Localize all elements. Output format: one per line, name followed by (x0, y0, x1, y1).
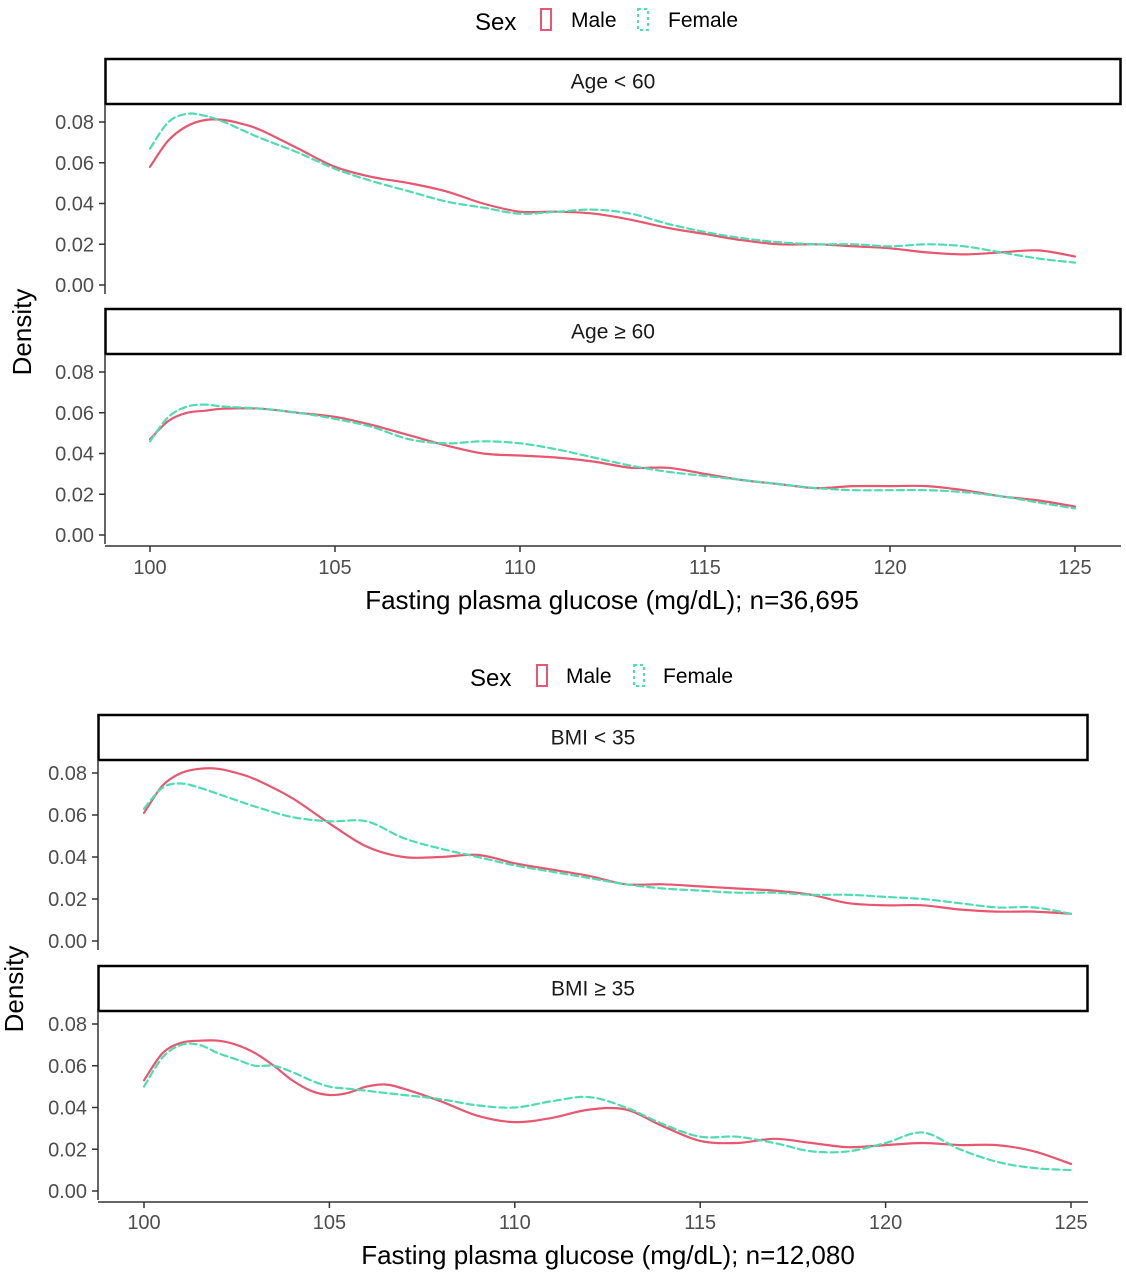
x-axis-title: Fasting plasma glucose (mg/dL); n=12,080 (361, 1240, 855, 1270)
legend-label-female: Female (668, 9, 738, 32)
strip-label: BMI ≥ 35 (551, 978, 635, 1001)
panel-2: BMI ≥ 35 0.00 0.02 0.04 0.06 0.08 (48, 964, 1089, 1203)
y-tick-label: 0.08 (48, 1014, 87, 1036)
strip-label: BMI < 35 (551, 727, 636, 750)
x-tick-label: 115 (689, 557, 721, 579)
strip-label: Age ≥ 60 (571, 321, 655, 344)
series-line-female (142, 1042, 1073, 1172)
x-axis-title: Fasting plasma glucose (mg/dL); n=36,695 (365, 585, 859, 615)
x-axis: 100 105 110 115 120 125 (105, 545, 1121, 579)
x-tick-label: 125 (1054, 1212, 1087, 1234)
series-line-female (142, 782, 1073, 915)
series-line-female (148, 112, 1077, 264)
strip-box (104, 57, 1122, 106)
y-tick-label: 0.00 (48, 1181, 87, 1203)
y-tick-label: 0.04 (48, 1098, 87, 1120)
figure-2: Sex Male Female BMI < 35 0.00 0.02 0.04 0.06 0.0… (0, 664, 1089, 1270)
y-tick-label: 0.08 (55, 112, 94, 134)
x-tick-label: 105 (313, 1212, 346, 1234)
x-tick-label: 125 (1058, 557, 1091, 579)
strip-box (104, 307, 1122, 356)
y-tick-label: 0.04 (55, 444, 94, 466)
y-tick-label: 0.02 (55, 234, 94, 256)
x-tick-label: 115 (684, 1212, 716, 1234)
y-axis-title: Density (0, 946, 29, 1033)
strip-box (97, 964, 1089, 1013)
strip-label: Age < 60 (571, 71, 656, 94)
y-tick-label: 0.06 (55, 403, 94, 425)
x-tick-label: 120 (869, 1212, 902, 1234)
legend: Sex Male Female (475, 8, 738, 36)
legend-title: Sex (475, 9, 516, 36)
y-tick-label: 0.02 (48, 889, 87, 911)
x-tick-label: 100 (133, 557, 166, 579)
y-tick-label: 0.02 (55, 484, 94, 506)
figure-1: Sex Male Female Age < 60 0.00 0.02 0.04 0.06 0.0… (7, 8, 1122, 615)
y-tick-label: 0.06 (55, 153, 94, 175)
y-tick-label: 0.08 (55, 362, 94, 384)
series-line-female (148, 403, 1077, 510)
panel-1: Age < 60 0.00 0.02 0.04 0.06 0.08 (55, 57, 1122, 297)
legend-label-male: Male (566, 665, 612, 688)
x-tick-label: 120 (873, 557, 906, 579)
legend-label-male: Male (571, 9, 617, 32)
y-tick-label: 0.06 (48, 1056, 87, 1078)
y-tick-label: 0.00 (55, 525, 94, 547)
y-tick-label: 0.04 (55, 194, 94, 216)
y-tick-label: 0.00 (55, 275, 94, 297)
x-tick-label: 105 (318, 557, 351, 579)
legend-label-female: Female (663, 665, 733, 688)
y-tick-label: 0.00 (48, 931, 87, 953)
x-axis: 100 105 110 115 120 125 (98, 1201, 1088, 1234)
x-tick-label: 110 (499, 1212, 531, 1234)
legend-title: Sex (470, 665, 511, 692)
strip-box (97, 713, 1089, 762)
legend-key-female (633, 664, 645, 687)
panel-2: Age ≥ 60 0.00 0.02 0.04 0.06 0.08 (55, 307, 1122, 547)
y-tick-label: 0.04 (48, 847, 87, 869)
legend-key-male (536, 664, 548, 687)
x-tick-label: 100 (127, 1212, 160, 1234)
legend: Sex Male Female (470, 664, 733, 692)
x-tick-label: 110 (504, 557, 536, 579)
panel-1: BMI < 35 0.00 0.02 0.04 0.06 0.08 (48, 713, 1089, 953)
y-tick-label: 0.08 (48, 763, 87, 785)
legend-key-female (637, 8, 649, 31)
legend-key-male (540, 8, 552, 31)
y-axis-title: Density (7, 289, 37, 376)
y-tick-label: 0.06 (48, 805, 87, 827)
series-line-male (142, 767, 1073, 915)
y-tick-label: 0.02 (48, 1139, 87, 1161)
